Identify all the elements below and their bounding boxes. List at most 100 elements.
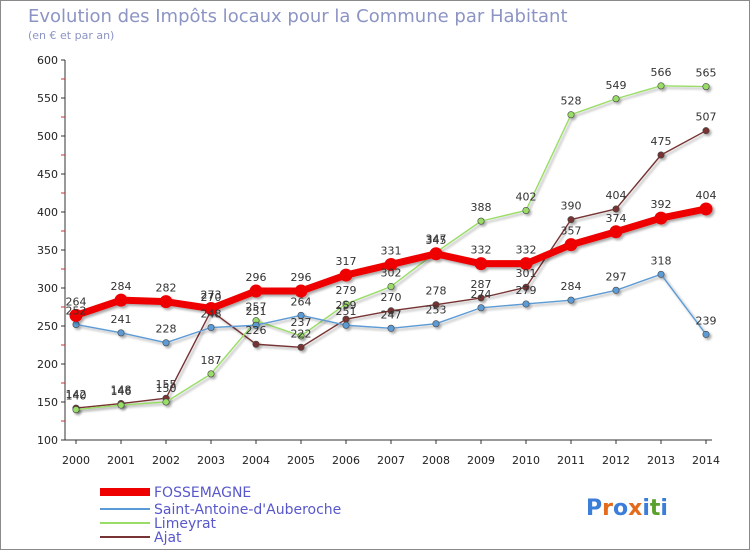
data-label: 278 — [426, 285, 447, 298]
y-tick-label: 200 — [37, 358, 58, 371]
data-label: 332 — [516, 244, 537, 257]
data-point — [387, 307, 395, 315]
data-point — [387, 282, 395, 290]
y-tick-label: 100 — [37, 434, 58, 447]
data-point — [522, 300, 530, 308]
data-point — [567, 111, 575, 119]
x-tick-label: 2003 — [197, 454, 225, 467]
data-label: 318 — [651, 254, 672, 267]
data-point — [342, 300, 350, 308]
data-point — [612, 205, 620, 213]
data-point — [567, 216, 575, 224]
proxiti-logo: Proxiti — [586, 496, 668, 521]
data-point — [702, 127, 710, 135]
data-point — [474, 257, 488, 271]
data-point — [162, 339, 170, 347]
data-label: 301 — [516, 267, 537, 280]
data-point — [702, 83, 710, 91]
data-label: 404 — [696, 189, 717, 202]
data-label: 252 — [66, 304, 87, 317]
chart-title: Evolution des Impôts locaux pour la Comm… — [28, 6, 568, 27]
data-label: 565 — [696, 67, 717, 80]
data-label: 274 — [471, 288, 492, 301]
x-tick-label: 2007 — [377, 454, 405, 467]
x-tick-label: 2009 — [467, 454, 495, 467]
legend-entry: Limeyrat — [154, 516, 217, 532]
x-tick-label: 2001 — [107, 454, 135, 467]
data-label: 273 — [201, 289, 222, 302]
data-point — [432, 320, 440, 328]
data-label: 332 — [471, 244, 492, 257]
legend-entry: Ajat — [154, 530, 182, 546]
data-label: 237 — [291, 316, 312, 329]
data-point — [612, 95, 620, 103]
data-label: 228 — [156, 323, 177, 336]
data-point — [612, 286, 620, 294]
data-label: 239 — [696, 314, 717, 327]
data-label: 402 — [516, 190, 537, 203]
legend-entry: FOSSEMAGNE — [154, 485, 251, 501]
x-tick-label: 2006 — [332, 454, 360, 467]
data-label: 140 — [66, 390, 87, 403]
y-tick-label: 300 — [37, 282, 58, 295]
data-label: 279 — [516, 284, 537, 297]
data-point — [564, 238, 578, 252]
x-tick-label: 2010 — [512, 454, 540, 467]
data-point — [207, 324, 215, 332]
data-point — [297, 343, 305, 351]
data-label: 279 — [336, 284, 357, 297]
data-label: 507 — [696, 111, 717, 124]
data-point — [72, 320, 80, 328]
data-label: 404 — [606, 189, 627, 202]
data-point — [702, 330, 710, 338]
data-point — [387, 324, 395, 332]
data-label: 388 — [471, 201, 492, 214]
data-label: 264 — [66, 295, 87, 308]
data-point — [477, 217, 485, 225]
data-label: 347 — [426, 232, 447, 245]
data-label: 528 — [561, 95, 582, 108]
data-label: 251 — [246, 305, 267, 318]
data-point — [114, 293, 128, 307]
data-label: 296 — [291, 271, 312, 284]
data-point — [294, 284, 308, 298]
data-label: 264 — [291, 295, 312, 308]
y-tick-label: 350 — [37, 244, 58, 257]
data-point — [204, 302, 218, 316]
data-point — [654, 211, 668, 225]
data-label: 148 — [111, 384, 132, 397]
data-label: 357 — [561, 225, 582, 238]
data-label: 284 — [111, 280, 132, 293]
data-point — [249, 284, 263, 298]
data-point — [657, 82, 665, 90]
data-label: 253 — [426, 304, 447, 317]
data-point — [207, 370, 215, 378]
data-point — [117, 329, 125, 337]
data-point — [432, 301, 440, 309]
data-label: 296 — [246, 271, 267, 284]
y-tick-label: 250 — [37, 320, 58, 333]
data-point — [477, 304, 485, 312]
x-tick-label: 2014 — [692, 454, 720, 467]
data-point — [342, 321, 350, 329]
data-label: 287 — [471, 278, 492, 291]
series-layer — [69, 82, 713, 414]
logo-text: Proxiti — [586, 496, 668, 521]
data-point — [297, 311, 305, 319]
data-point — [384, 257, 398, 271]
data-point — [519, 257, 533, 271]
data-label: 390 — [561, 200, 582, 213]
data-point — [429, 247, 443, 261]
x-tick-label: 2012 — [602, 454, 630, 467]
data-point — [159, 295, 173, 309]
x-tick-label: 2004 — [242, 454, 270, 467]
data-point — [297, 332, 305, 340]
x-tick-label: 2013 — [647, 454, 675, 467]
y-tick-label: 150 — [37, 396, 58, 409]
data-label: 251 — [336, 305, 357, 318]
data-point — [657, 151, 665, 159]
data-label: 317 — [336, 255, 357, 268]
legend: FOSSEMAGNESaint-Antoine-d'AuberocheLimey… — [100, 485, 341, 546]
